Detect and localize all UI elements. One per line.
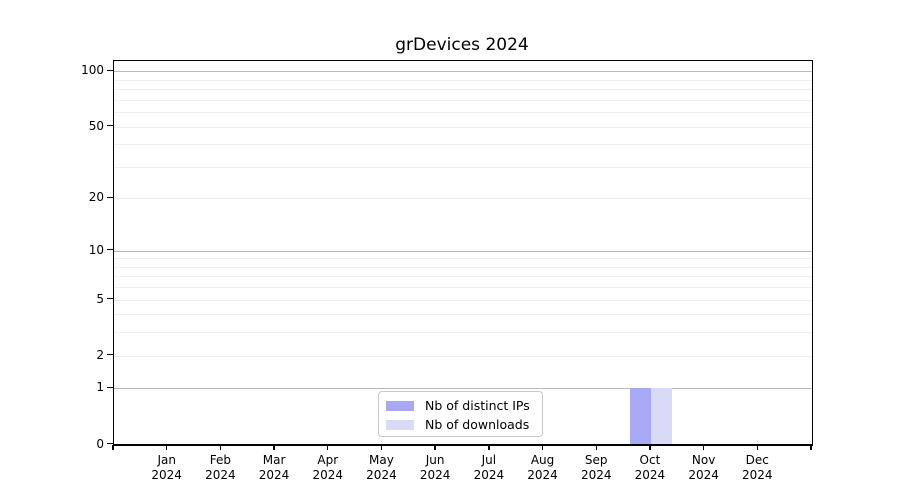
x-tick-label: Mar 2024 xyxy=(258,452,290,482)
x-tick-label: Apr 2024 xyxy=(312,452,344,482)
bar-downloads xyxy=(650,388,673,445)
y-tick-mark xyxy=(107,69,113,72)
y-tick-mark xyxy=(107,248,113,251)
minor-gridline xyxy=(114,79,812,81)
x-tick-label: May 2024 xyxy=(366,452,397,482)
x-tick-mark xyxy=(434,444,436,450)
y-tick-label: 20 xyxy=(88,190,104,205)
x-tick-mark xyxy=(649,444,651,450)
minor-gridline xyxy=(114,332,812,334)
x-tick-label: Dec 2024 xyxy=(742,452,773,482)
x-tick-label: Nov 2024 xyxy=(688,452,719,482)
y-tick-label: 5 xyxy=(96,291,104,306)
y-tick-mark xyxy=(107,196,113,199)
x-tick-label: Sep 2024 xyxy=(580,452,612,482)
y-tick-mark xyxy=(107,386,113,389)
minor-gridline xyxy=(114,314,812,316)
x-tick-label: Jan 2024 xyxy=(151,452,182,482)
y-tick-mark xyxy=(107,297,113,300)
legend-label-downloads: Nb of downloads xyxy=(425,417,530,432)
y-tick-label: 0 xyxy=(96,436,104,451)
legend: Nb of distinct IPs Nb of downloads xyxy=(378,391,543,437)
x-tick-mark xyxy=(327,444,329,450)
legend-item-downloads: Nb of downloads xyxy=(386,415,534,434)
decade-gridline xyxy=(114,250,812,252)
minor-gridline xyxy=(114,112,812,114)
y-tick-mark xyxy=(107,124,113,127)
y-tick-label: 2 xyxy=(96,347,104,362)
y-tick-label: 1 xyxy=(96,380,104,395)
legend-swatch-downloads xyxy=(386,419,414,430)
minor-gridline xyxy=(114,198,812,200)
legend-item-distinct-ips: Nb of distinct IPs xyxy=(386,396,534,415)
plot-area xyxy=(113,60,813,446)
legend-swatch-distinct-ips xyxy=(386,400,414,411)
minor-gridline xyxy=(114,166,812,168)
y-tick-mark xyxy=(107,442,113,445)
y-tick-label: 50 xyxy=(88,118,104,133)
y-tick-label: 10 xyxy=(88,242,104,257)
x-tick-mark xyxy=(541,444,544,450)
bar-distinct-ips xyxy=(629,388,651,445)
x-tick-label: Oct 2024 xyxy=(634,452,666,482)
x-tick-mark xyxy=(702,444,705,450)
x-tick-label: Jul 2024 xyxy=(473,452,505,482)
x-tick-label: Aug 2024 xyxy=(527,452,558,482)
minor-gridline xyxy=(114,144,812,146)
minor-gridline xyxy=(114,299,812,301)
x-tick-mark xyxy=(273,444,275,450)
minor-gridline xyxy=(114,276,812,278)
minor-gridline xyxy=(114,287,812,289)
chart-title: grDevices 2024 xyxy=(395,35,529,55)
legend-label-distinct-ips: Nb of distinct IPs xyxy=(425,398,530,413)
x-tick-mark xyxy=(488,444,490,450)
x-tick-mark xyxy=(810,444,812,450)
x-tick-label: Jun 2024 xyxy=(419,452,451,482)
x-tick-label: Feb 2024 xyxy=(205,452,236,482)
x-tick-mark xyxy=(380,444,383,450)
minor-gridline xyxy=(114,258,812,260)
minor-gridline xyxy=(114,266,812,268)
minor-gridline xyxy=(114,355,812,357)
x-tick-mark xyxy=(165,444,168,450)
decade-gridline xyxy=(114,71,812,73)
x-tick-mark xyxy=(756,444,758,450)
minor-gridline xyxy=(114,89,812,91)
decade-gridline xyxy=(114,388,812,390)
x-tick-mark xyxy=(595,444,597,450)
minor-gridline xyxy=(114,126,812,128)
x-tick-mark xyxy=(219,444,222,450)
x-tick-mark xyxy=(112,444,114,450)
y-tick-label: 100 xyxy=(81,63,104,78)
y-tick-mark xyxy=(107,353,113,356)
minor-gridline xyxy=(114,99,812,101)
